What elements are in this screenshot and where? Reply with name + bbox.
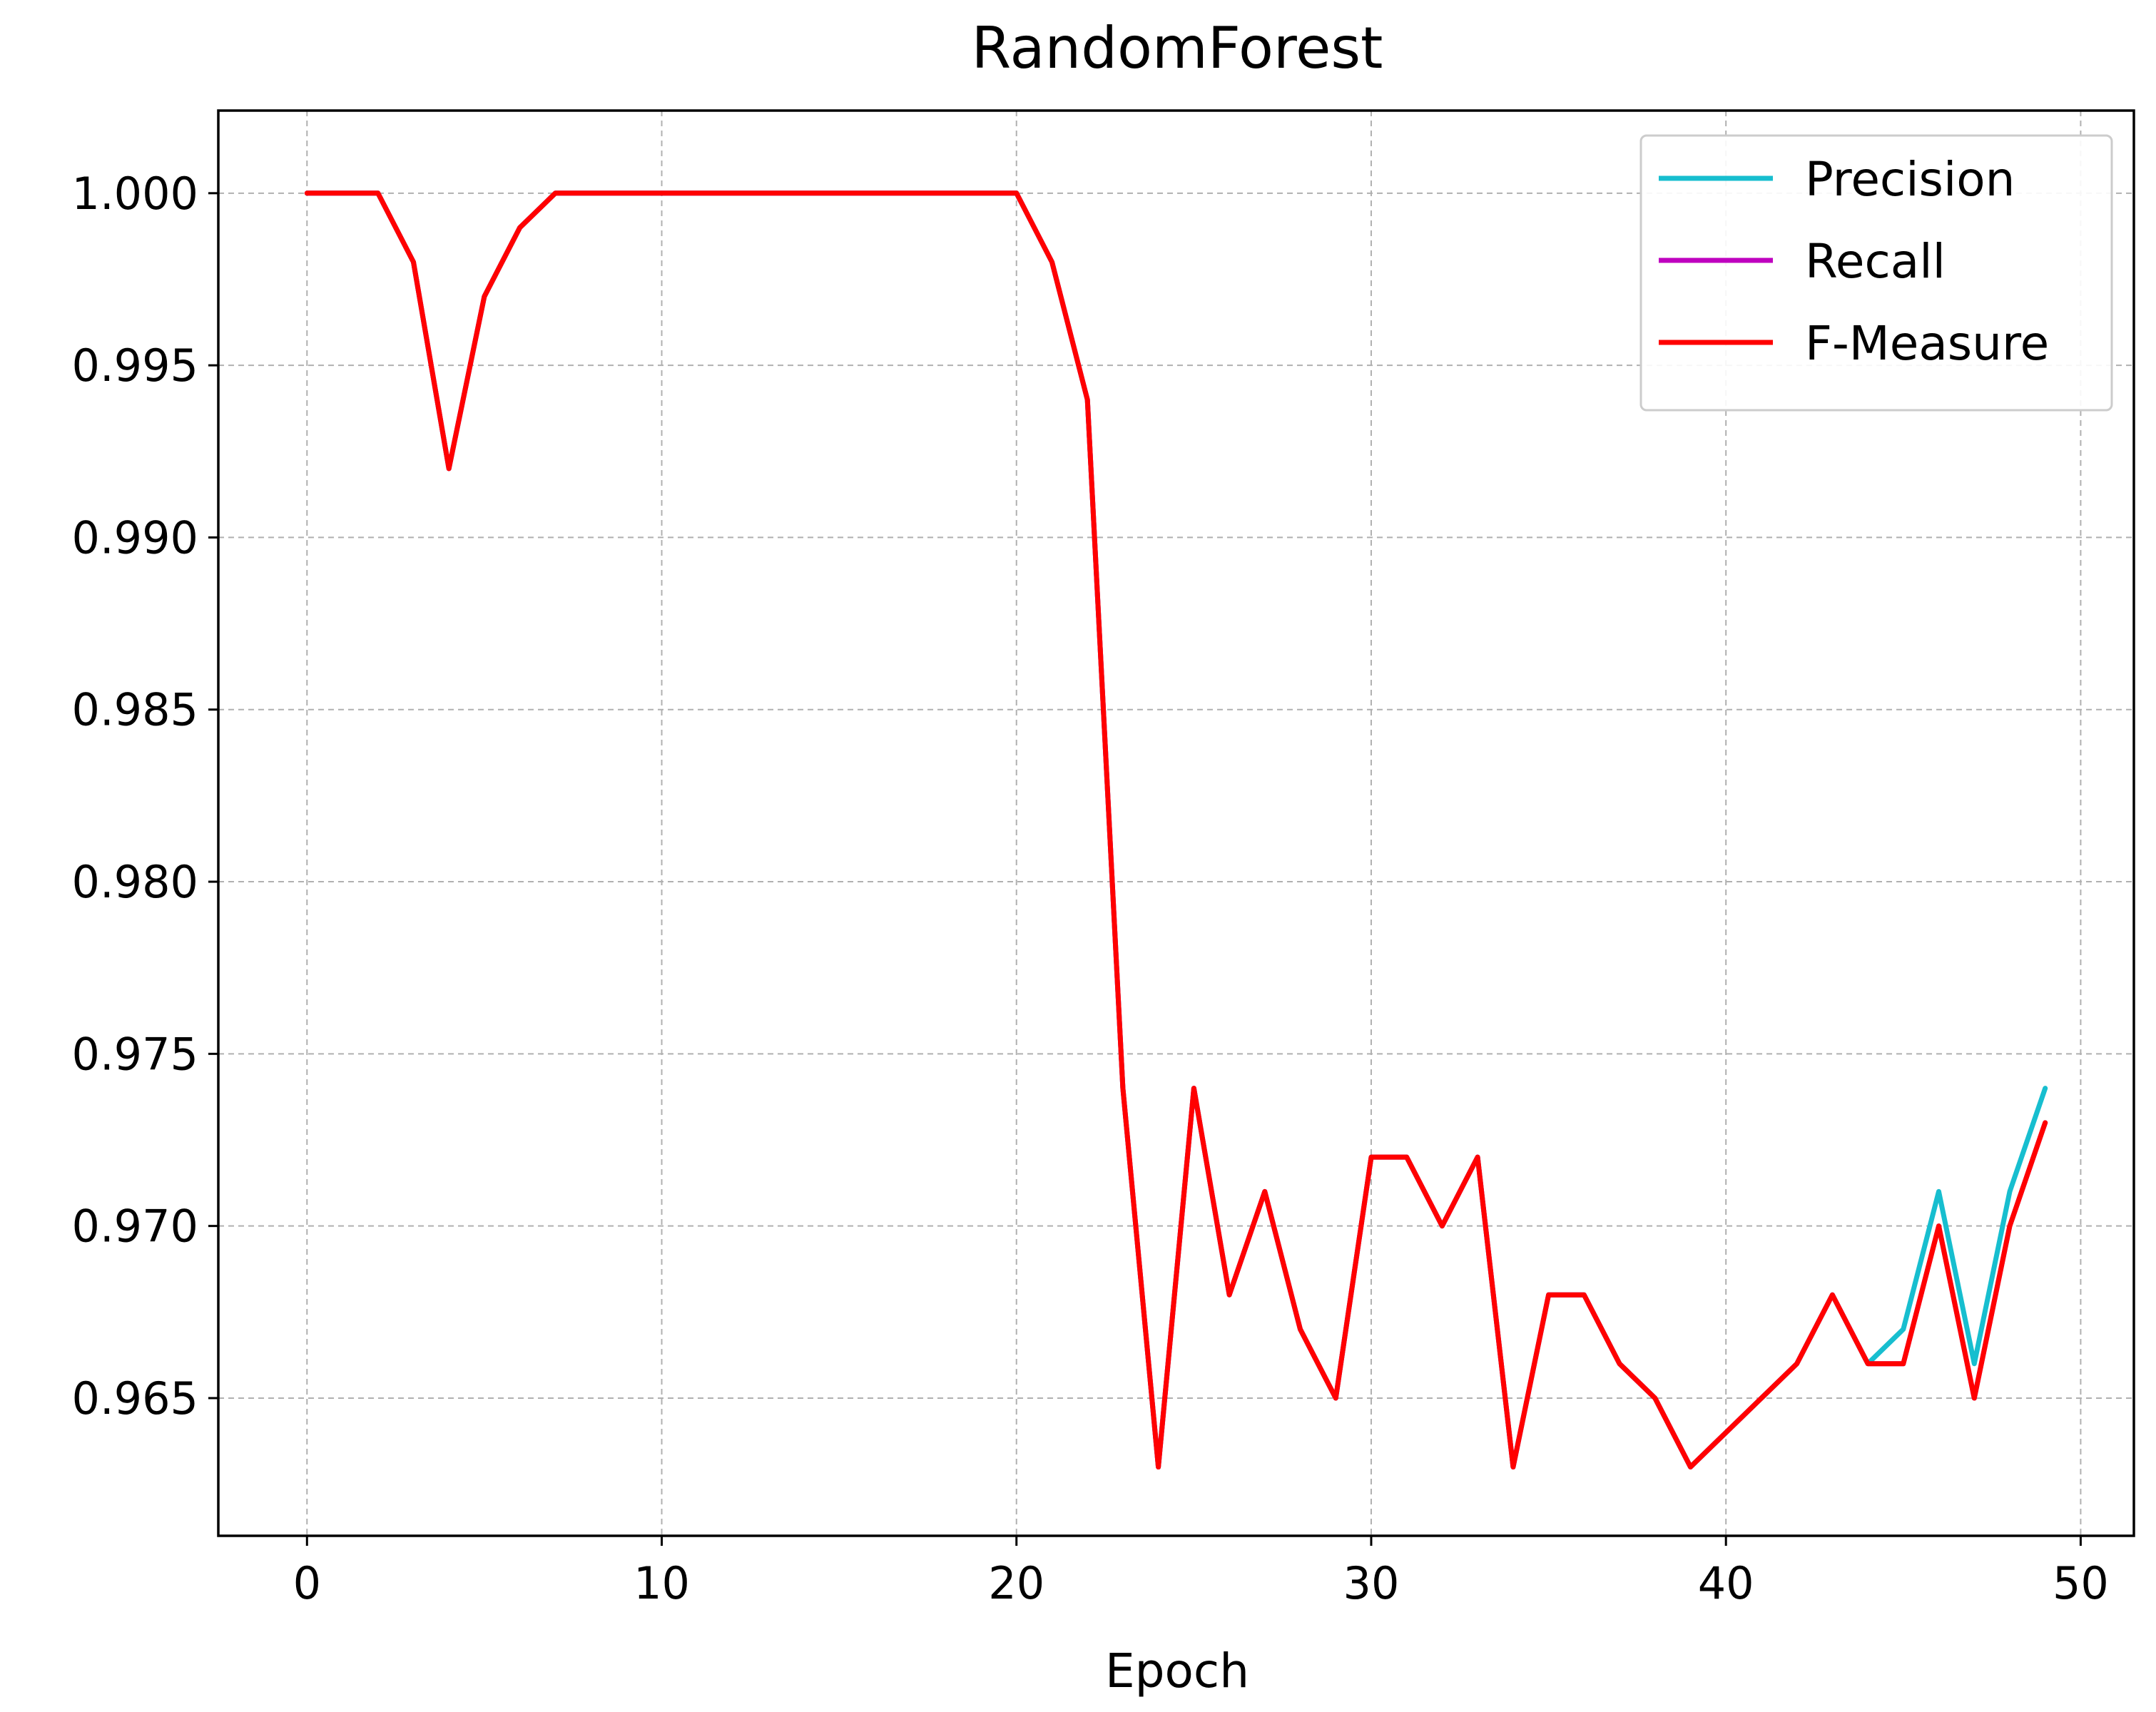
legend-label-precision: Precision [1805, 152, 2015, 207]
x-axis: 0 10 20 30 40 50 [293, 1536, 2109, 1609]
y-tick-label: 0.975 [72, 1028, 199, 1080]
y-tick-label: 0.990 [72, 511, 199, 564]
x-axis-label: Epoch [1105, 1644, 1249, 1698]
y-tick-label: 0.995 [72, 340, 199, 392]
legend-label-recall: Recall [1805, 234, 1946, 289]
legend-label-f-measure: F-Measure [1805, 316, 2049, 371]
x-tick-label: 0 [293, 1557, 321, 1609]
x-tick-label: 40 [1698, 1557, 1754, 1609]
plot-area-frame [217, 109, 2135, 1537]
chart-title: RandomForest [972, 15, 1383, 81]
y-tick-label: 0.985 [72, 684, 199, 736]
x-tick-label: 30 [1343, 1557, 1400, 1609]
y-axis: 0.965 0.970 0.975 0.980 0.985 0.990 0.995 1.000 [72, 168, 218, 1425]
y-tick-label: 0.970 [72, 1201, 199, 1253]
y-tick-label: 1.000 [72, 168, 199, 220]
legend: Precision Recall F-Measure [1639, 134, 2113, 412]
series-line-f-measure [304, 190, 2048, 1469]
y-tick-label: 0.965 [72, 1372, 199, 1425]
series-layer [304, 190, 2048, 1469]
y-tick-label: 0.980 [72, 856, 199, 908]
x-tick-label: 10 [634, 1557, 690, 1609]
x-tick-label: 50 [2053, 1557, 2109, 1609]
grid [218, 111, 2134, 1536]
x-tick-label: 20 [988, 1557, 1044, 1609]
